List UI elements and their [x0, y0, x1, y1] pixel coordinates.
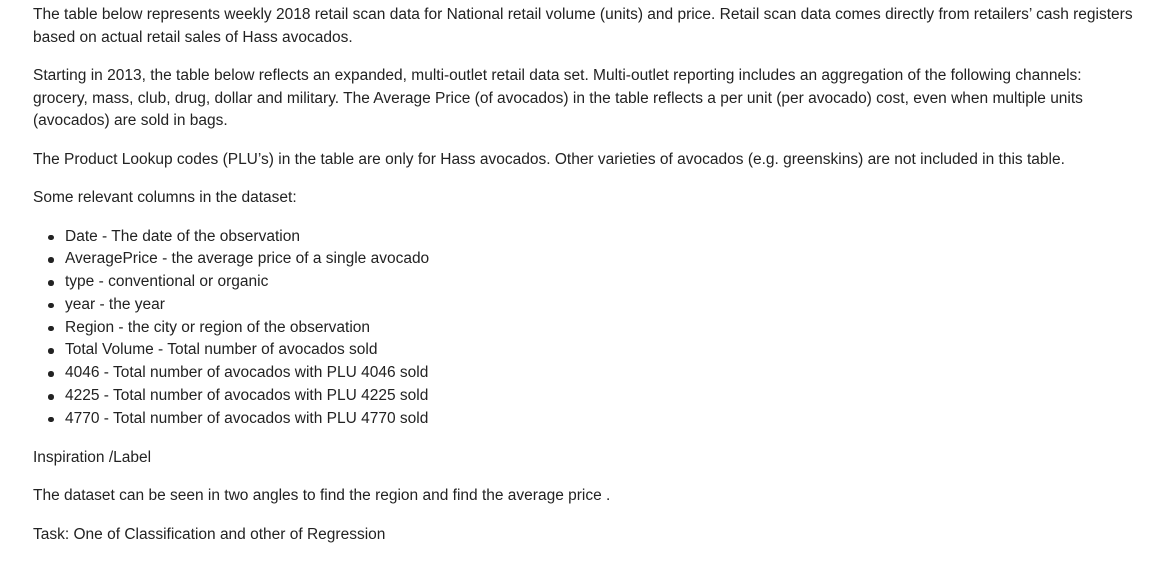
- multi-outlet-paragraph: Starting in 2013, the table below reflec…: [33, 67, 1083, 129]
- list-item: 4225 - Total number of avocados with PLU…: [48, 385, 1133, 408]
- list-item: type - conventional or organic: [48, 271, 1133, 294]
- columns-list: Date - The date of the observation Avera…: [33, 226, 1133, 431]
- list-item: Region - the city or region of the obser…: [48, 317, 1133, 340]
- inspiration-heading: Inspiration /Label: [33, 448, 152, 466]
- list-item: year - the year: [48, 294, 1133, 317]
- intro-paragraph: The table below represents weekly 2018 r…: [33, 6, 1133, 46]
- document-body: The table below represents weekly 2018 r…: [33, 4, 1133, 562]
- list-item: Total Volume - Total number of avocados …: [48, 339, 1133, 362]
- list-item: 4770 - Total number of avocados with PLU…: [48, 408, 1133, 431]
- list-item: AveragePrice - the average price of a si…: [48, 248, 1133, 271]
- list-item: 4046 - Total number of avocados with PLU…: [48, 362, 1133, 385]
- task-paragraph: Task: One of Classification and other of…: [33, 525, 386, 543]
- plu-paragraph: The Product Lookup codes (PLU’s) in the …: [33, 150, 1065, 168]
- dataset-angles-paragraph: The dataset can be seen in two angles to…: [33, 487, 611, 505]
- columns-intro-paragraph: Some relevant columns in the dataset:: [33, 189, 297, 206]
- list-item: Date - The date of the observation: [48, 226, 1133, 249]
